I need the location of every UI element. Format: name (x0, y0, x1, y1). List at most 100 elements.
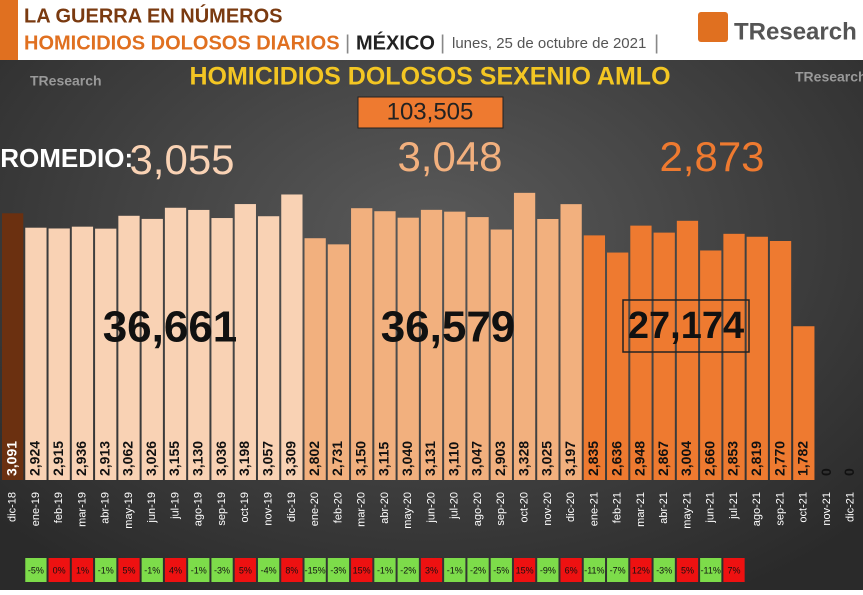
value-label: 3,197 (562, 441, 578, 476)
value-label: 3,040 (399, 441, 415, 476)
change-box (490, 558, 512, 582)
header-date: lunes, 25 de octubre de 2021 (452, 35, 646, 52)
change-box (583, 558, 606, 582)
value-label: 3,155 (166, 441, 182, 476)
x-tick-label: ago-19 (193, 492, 205, 526)
value-label: 3,198 (236, 441, 252, 476)
x-tick-label: ene-20 (309, 492, 321, 526)
x-tick-label: oct-20 (518, 492, 530, 523)
x-tick-label: mar-19 (76, 492, 88, 527)
value-label: 3,047 (469, 441, 485, 476)
bar (467, 217, 489, 480)
bar (397, 217, 419, 481)
x-tick-label: jul-19 (169, 492, 181, 520)
value-label: 2,948 (632, 441, 648, 476)
x-tick-label: abr-19 (100, 492, 112, 524)
change-label: -11% (584, 565, 604, 575)
bar (281, 194, 303, 480)
value-label: 3,004 (678, 441, 694, 476)
value-label: 0 (841, 468, 857, 476)
change-label: 6% (565, 565, 578, 575)
x-tick-label: jul-21 (728, 492, 740, 520)
change-box (327, 558, 350, 582)
change-label: 0% (53, 565, 66, 575)
x-tick-label: abr-21 (658, 492, 670, 524)
bar (444, 211, 466, 480)
x-tick-label: ene-21 (588, 492, 600, 526)
x-tick-label: feb-20 (332, 492, 344, 523)
year-total: 36,661 (103, 303, 238, 352)
change-label: -7% (610, 565, 626, 575)
value-label: 2,819 (748, 441, 764, 476)
x-tick-label: jul-20 (449, 492, 461, 520)
bar (234, 204, 256, 480)
change-label: 7% (728, 565, 741, 575)
change-label: -1% (447, 565, 463, 575)
change-label: -15% (305, 565, 326, 575)
change-box (374, 558, 396, 582)
bar (48, 228, 70, 480)
change-label: 15% (353, 565, 371, 575)
bar (420, 209, 443, 481)
change-box (653, 558, 675, 582)
change-label: -4% (261, 565, 277, 575)
value-label: 3,150 (352, 441, 368, 476)
change-box (71, 558, 94, 582)
change-label: 5% (239, 565, 252, 575)
value-label: 3,091 (3, 441, 19, 476)
x-tick-label: dic-20 (565, 492, 577, 522)
change-label: -2% (470, 565, 486, 575)
change-box (304, 558, 326, 582)
change-label: -3% (330, 565, 346, 575)
bar (537, 218, 559, 480)
x-tick-label: may-19 (123, 492, 135, 529)
bar (95, 228, 117, 480)
average: 3,055 (129, 136, 234, 183)
x-tick-label: nov-19 (263, 492, 275, 526)
bar (746, 236, 768, 480)
x-tick-label: jun-20 (425, 492, 437, 524)
change-box (257, 558, 280, 582)
bar (723, 233, 745, 480)
separator: | (345, 32, 350, 54)
x-tick-label: may-21 (681, 492, 693, 529)
header-accent (0, 0, 18, 60)
logo-icon (698, 12, 728, 42)
change-box (560, 558, 582, 582)
value-label: 2,936 (73, 441, 89, 476)
change-box (607, 558, 629, 582)
bar (630, 225, 652, 480)
change-label: -2% (400, 565, 416, 575)
value-label: 2,770 (771, 441, 787, 476)
change-box (537, 558, 559, 582)
bar (700, 250, 722, 480)
value-label: 2,915 (50, 441, 66, 476)
change-box (397, 558, 419, 582)
change-box (164, 558, 187, 582)
bar (374, 211, 396, 480)
change-label: -5% (493, 565, 509, 575)
x-tick-label: nov-21 (821, 492, 833, 526)
change-label: -11% (701, 565, 721, 575)
x-tick-label: oct-19 (239, 492, 251, 523)
bar (188, 209, 210, 480)
change-label: -3% (214, 565, 230, 575)
separator: | (654, 32, 659, 54)
change-label: -3% (656, 565, 672, 575)
value-label: 3,057 (259, 441, 275, 476)
change-label: 5% (681, 565, 694, 575)
change-label: 8% (285, 565, 298, 575)
bar (583, 235, 606, 480)
bar (793, 326, 815, 480)
x-tick-label: dic-19 (286, 492, 298, 522)
value-label: 2,924 (27, 441, 43, 476)
change-box (95, 558, 117, 582)
change-box (211, 558, 233, 582)
change-box (467, 558, 489, 582)
logo: TResearch (734, 18, 857, 45)
change-box (118, 558, 140, 582)
bar (676, 220, 699, 480)
x-tick-label: ene-19 (30, 492, 42, 526)
bar (25, 227, 47, 480)
change-box (281, 558, 303, 582)
